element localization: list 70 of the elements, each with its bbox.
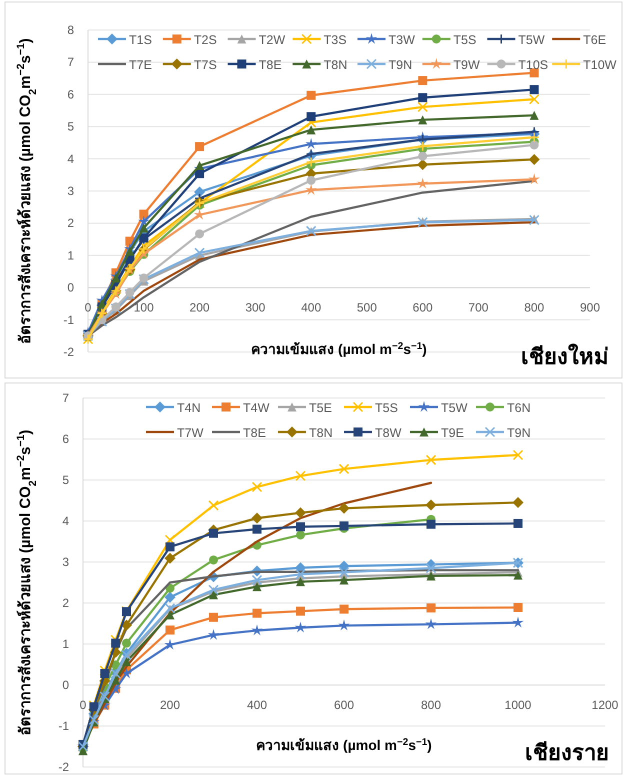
y-tick-label: 7 (62, 391, 70, 405)
y-tick-label: 4 (67, 152, 74, 166)
y-tick-label: 5 (62, 473, 70, 487)
y-tick-label: -1 (58, 719, 70, 733)
legend-label: T3W (388, 33, 416, 47)
legend-label: T1S (129, 33, 152, 47)
x-axis-title: ความเข้มแสง (µmol m$^{−2}$s$^{−1}$) (251, 340, 427, 357)
y-tick-label: 1 (67, 248, 74, 262)
legend-label: T8N (324, 58, 348, 72)
legend-label: T3S (324, 33, 347, 47)
x-tick-label: 200 (160, 698, 180, 712)
x-tick-label: 600 (334, 698, 354, 712)
x-tick-label: 300 (245, 300, 266, 315)
legend-label: T8W (375, 426, 402, 440)
x-tick-label: 400 (301, 300, 322, 315)
legend-label: T5W (441, 401, 468, 415)
y-tick-label: 5 (67, 120, 74, 134)
legend-label: T4W (243, 401, 270, 415)
x-tick-label: 0 (84, 300, 92, 315)
x-tick-label: 900 (580, 300, 600, 315)
x-tick-label: 1200 (592, 698, 619, 712)
x-tick-label: 800 (420, 698, 442, 712)
legend-label: T9W (453, 58, 480, 72)
y-tick-label: -1 (63, 312, 74, 327)
legend-label: T5E (309, 401, 332, 415)
annotation: เชียงใหม่ (521, 343, 609, 369)
legend-label: T2W (258, 33, 286, 47)
y-tick-label: 8 (67, 23, 74, 37)
legend-label: T6N (507, 401, 531, 415)
y-tick-label: 2 (62, 596, 70, 610)
legend-label: T7W (177, 426, 204, 440)
legend-label: T8E (243, 426, 266, 440)
legend-label: T9E (441, 426, 464, 440)
legend-label: T10S (518, 58, 548, 72)
legend-label: T7E (129, 58, 152, 72)
legend-label: T9N (388, 58, 412, 72)
y-tick-label: 3 (62, 555, 70, 569)
legend-label: T5W (518, 33, 545, 47)
legend-label: T8N (309, 426, 333, 440)
y-tick-label: 1 (62, 637, 70, 651)
legend-label: T8E (258, 58, 282, 72)
x-tick-label: 500 (356, 300, 378, 315)
x-tick-label: 600 (412, 300, 433, 315)
y-tick-label: 6 (67, 87, 74, 102)
y-tick-label: 0 (62, 678, 70, 692)
x-tick-label: 1000 (504, 698, 532, 712)
x-tick-label: 400 (246, 698, 268, 712)
x-tick-label: 800 (524, 300, 545, 315)
y-tick-label: 0 (67, 280, 74, 295)
y-tick-label: 4 (62, 514, 70, 528)
y-tick-label: 6 (62, 432, 70, 446)
legend-label: T10W (583, 58, 617, 72)
legend-label: T5S (453, 33, 476, 47)
legend-label: T6E (583, 33, 606, 47)
y-tick-label: 2 (67, 216, 74, 230)
x-tick-label: 700 (468, 300, 489, 315)
y-tick-label: -2 (63, 345, 74, 359)
legend-label: T7S (194, 58, 217, 72)
legend-label: T9N (507, 426, 531, 440)
x-tick-label: 200 (190, 300, 210, 315)
x-tick-label: 100 (134, 300, 154, 315)
y-tick-label: 3 (67, 184, 74, 198)
y-tick-label: 7 (67, 55, 74, 70)
legend-label: T5S (375, 401, 398, 415)
x-axis-title: ความเข้มแสง (µmol m$^{−2}$s$^{−1}$) (256, 736, 432, 753)
legend-label: T4N (177, 401, 201, 415)
x-tick-label: 0 (80, 698, 87, 712)
legend-label: T2S (194, 33, 217, 47)
y-tick-label: -2 (58, 760, 70, 774)
annotation: เชียงราย (525, 740, 609, 765)
